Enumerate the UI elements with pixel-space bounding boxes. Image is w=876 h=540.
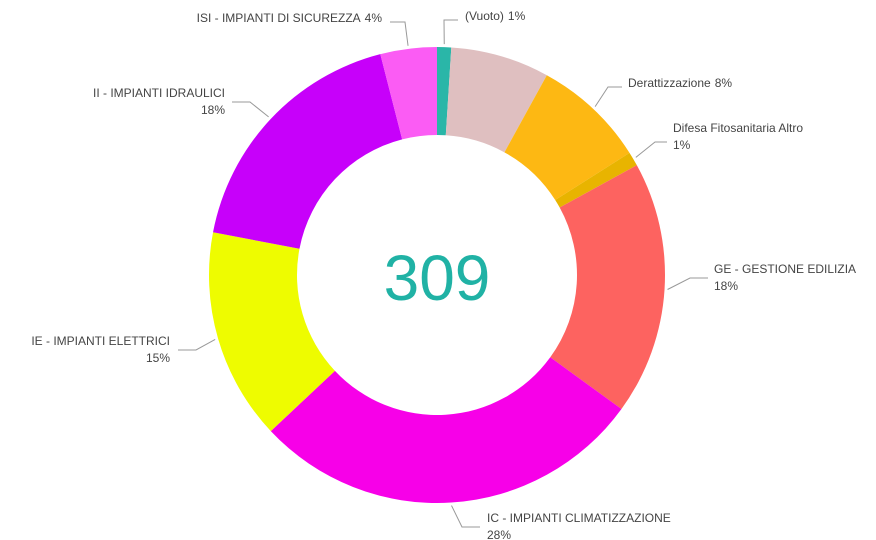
category-label: (Vuoto): [465, 9, 504, 23]
value-label: 4%: [365, 11, 383, 25]
donut-slice: [437, 47, 452, 136]
leader-line: [594, 86, 622, 107]
data-label: II - IMPIANTI IDRAULICI 18%: [93, 86, 225, 117]
center-label: 309: [384, 242, 491, 314]
value-label: 18%: [201, 103, 225, 117]
donut-slice: [445, 47, 547, 153]
donut-slice: [213, 54, 403, 249]
data-label: IC - IMPIANTI CLIMATIZZAZIONE 28%: [487, 511, 671, 540]
leader-line: [667, 277, 708, 290]
donut-slice: [209, 232, 335, 432]
data-label: IE - IMPIANTI ELETTRICI 15%: [31, 334, 170, 365]
leader-line: [635, 141, 667, 158]
data-label: Difesa Fitosanitaria Altro 1%: [673, 121, 803, 152]
data-label: GE - GESTIONE EDILIZIA 18%: [714, 262, 856, 293]
data-label: ISI - IMPIANTI DI SICUREZZA 4%: [197, 11, 383, 25]
value-label: 15%: [146, 351, 170, 365]
category-label: IE - IMPIANTI ELETTRICI: [31, 334, 170, 348]
donut-slice: [504, 75, 630, 200]
donut-slice: [270, 357, 622, 503]
data-label: (Vuoto) 1%: [465, 9, 526, 23]
category-label: IC - IMPIANTI CLIMATIZZAZIONE: [487, 511, 671, 525]
leader-line: [443, 19, 458, 45]
category-label: GE - GESTIONE EDILIZIA: [714, 262, 856, 276]
donut-slice: [555, 152, 637, 208]
leader-line: [390, 21, 409, 46]
category-label: Difesa Fitosanitaria Altro: [673, 121, 803, 135]
category-label: Derattizzazione: [628, 76, 711, 90]
value-label: 18%: [714, 279, 738, 293]
value-label: 1%: [673, 138, 691, 152]
value-label: 1%: [508, 9, 526, 23]
donut-slice: [550, 165, 665, 410]
leader-line: [232, 101, 269, 118]
value-label: 8%: [715, 76, 733, 90]
leader-line: [451, 505, 480, 528]
data-label: Derattizzazione 8%: [628, 76, 732, 90]
category-label: II - IMPIANTI IDRAULICI: [93, 86, 225, 100]
leader-line: [178, 339, 216, 351]
category-label: ISI - IMPIANTI DI SICUREZZA: [197, 11, 361, 25]
value-label: 28%: [487, 528, 511, 540]
donut-slice: [380, 47, 437, 140]
